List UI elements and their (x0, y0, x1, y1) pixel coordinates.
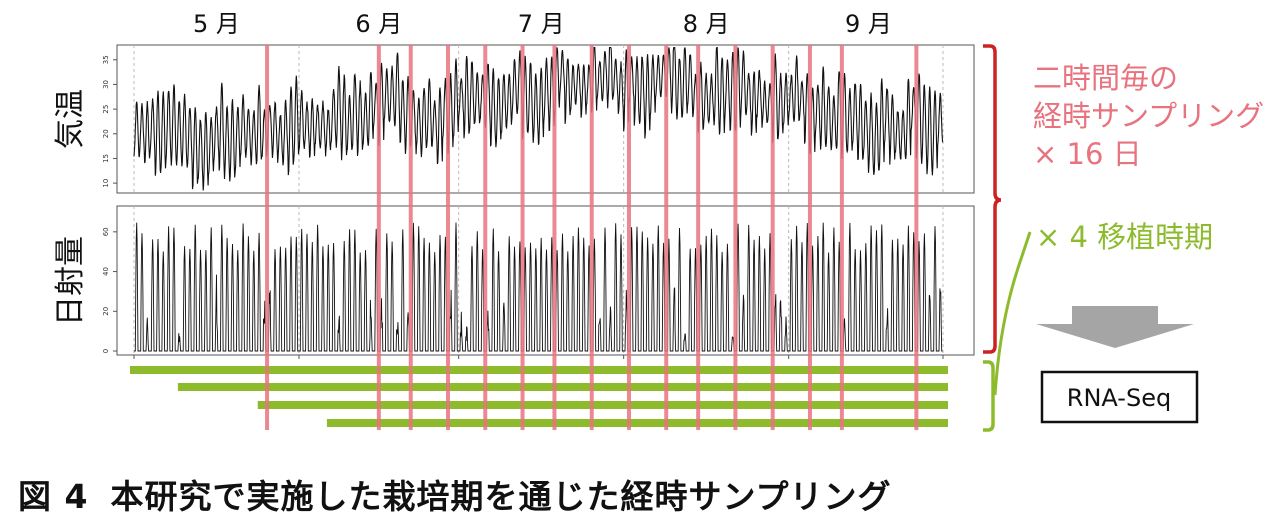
y-tick-label: 40 (102, 267, 110, 276)
sampling-lines (265, 45, 919, 430)
caption-text: 本研究で実施した栽培期を通じた経時サンプリング (110, 477, 892, 516)
transplant-annotation: × 4 移植時期 (1036, 220, 1213, 254)
down-arrow-icon (1036, 306, 1194, 348)
y-tick-label: 15 (102, 154, 110, 163)
transplant-bar (177, 383, 949, 391)
transplant-bracket (983, 360, 995, 432)
transplant-bar (326, 419, 949, 427)
sampling-bracket (983, 44, 1002, 354)
radiation-panel: 0 20 40 60 日射量 (53, 205, 975, 359)
y-tick-label: 30 (102, 80, 110, 89)
radiation-y-axis-label: 日射量 (53, 236, 88, 326)
temperature-plot-frame (116, 44, 975, 194)
rnaseq-box (1040, 370, 1199, 424)
temperature-series-line (133, 46, 944, 191)
month-label: 8 月 (683, 10, 730, 38)
sampling-annotation-line3: × 16 日 (1033, 137, 1142, 171)
month-labels: 5 月 6 月 7 月 8 月 9 月 (193, 10, 892, 38)
month-label: 9 月 (845, 10, 892, 38)
temperature-y-ticks: 10 15 20 25 30 35 (102, 55, 117, 188)
transplant-bar (257, 401, 949, 409)
radiation-month-gridlines (133, 206, 944, 355)
radiation-x-ticks (133, 355, 944, 359)
transplant-bars (130, 366, 949, 427)
y-tick-label: 0 (102, 349, 110, 353)
y-tick-label: 60 (102, 227, 110, 236)
y-tick-label: 20 (102, 129, 110, 138)
temperature-panel: 10 15 20 25 30 35 気温 (53, 44, 975, 194)
radiation-y-ticks: 0 20 40 60 (102, 227, 117, 353)
radiation-series-line (134, 222, 943, 352)
temperature-y-axis-label: 気温 (53, 89, 88, 149)
transplant-pointer-line (993, 231, 1032, 396)
month-label: 6 月 (355, 10, 402, 38)
figure-caption: 図 4 本研究で実施した栽培期を通じた経時サンプリング (18, 470, 891, 518)
sampling-annotation-line2: 経時サンプリング (1033, 99, 1264, 133)
month-label: 7 月 (518, 10, 565, 38)
figure-number: 図 4 (18, 477, 89, 516)
y-tick-label: 10 (102, 179, 110, 188)
radiation-plot-frame (116, 205, 975, 356)
rnaseq-label: RNA-Seq (1067, 384, 1171, 412)
transplant-bar (130, 366, 948, 374)
y-tick-label: 35 (102, 55, 110, 64)
sampling-annotation-line1: 二時間毎の (1033, 61, 1178, 95)
month-label: 5 月 (193, 10, 240, 38)
y-tick-label: 25 (102, 105, 110, 114)
y-tick-label: 20 (102, 307, 110, 316)
